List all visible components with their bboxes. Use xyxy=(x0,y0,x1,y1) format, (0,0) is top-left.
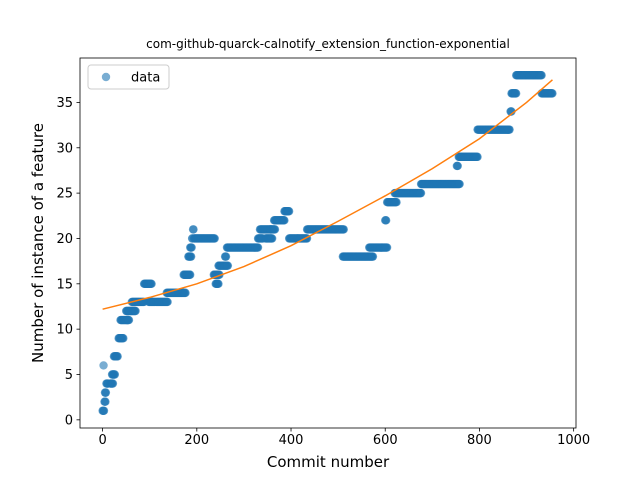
data-point xyxy=(125,316,133,324)
y-tick-label: 35 xyxy=(56,96,73,111)
data-point xyxy=(101,398,109,406)
data-point xyxy=(382,216,390,224)
data-point xyxy=(181,289,189,297)
chart-title: com-github-quarck-calnotify_extension_fu… xyxy=(146,37,510,51)
data-point xyxy=(131,307,139,315)
x-axis-label: Commit number xyxy=(267,453,390,471)
data-point xyxy=(187,243,195,251)
y-tick-label: 30 xyxy=(56,141,73,156)
data-point xyxy=(186,271,194,279)
data-point xyxy=(102,388,110,396)
data-point xyxy=(473,153,481,161)
data-point xyxy=(505,125,513,133)
data-point xyxy=(285,207,293,215)
y-tick-label: 15 xyxy=(56,277,73,292)
y-tick-label: 10 xyxy=(56,323,73,338)
x-tick-label: 400 xyxy=(279,433,304,448)
data-point xyxy=(454,162,462,170)
data-point xyxy=(271,225,279,233)
data-point xyxy=(163,298,171,306)
data-point xyxy=(340,225,348,233)
data-point xyxy=(100,407,108,415)
data-point xyxy=(512,89,520,97)
data-point xyxy=(189,225,197,233)
y-axis-label: Number of instance of a feature xyxy=(29,123,47,363)
data-point xyxy=(119,334,127,342)
legend: data xyxy=(88,65,169,89)
x-tick-label: 600 xyxy=(373,433,398,448)
y-tick-label: 0 xyxy=(65,413,73,428)
x-tick-label: 1000 xyxy=(557,433,590,448)
data-point xyxy=(268,234,276,242)
x-tick-label: 0 xyxy=(98,433,106,448)
data-point xyxy=(147,280,155,288)
data-point xyxy=(383,243,391,251)
data-point xyxy=(113,352,121,360)
y-tick-label: 25 xyxy=(56,187,73,202)
data-point xyxy=(222,252,230,260)
legend-label: data xyxy=(131,71,160,86)
data-point xyxy=(109,379,117,387)
x-tick-label: 200 xyxy=(184,433,209,448)
data-point xyxy=(280,216,288,224)
data-point xyxy=(369,252,377,260)
data-point xyxy=(392,198,400,206)
data-point xyxy=(214,280,222,288)
data-point xyxy=(211,234,219,242)
y-tick-label: 5 xyxy=(65,368,73,383)
y-tick-label: 20 xyxy=(56,232,73,247)
data-point xyxy=(455,180,463,188)
data-point xyxy=(254,243,262,251)
data-point xyxy=(417,189,425,197)
data-point xyxy=(548,89,556,97)
data-point xyxy=(224,261,232,269)
data-point xyxy=(111,370,119,378)
data-point xyxy=(537,71,545,79)
data-point xyxy=(187,252,195,260)
x-tick-label: 800 xyxy=(467,433,492,448)
data-point xyxy=(99,361,107,369)
legend-marker xyxy=(102,73,110,81)
